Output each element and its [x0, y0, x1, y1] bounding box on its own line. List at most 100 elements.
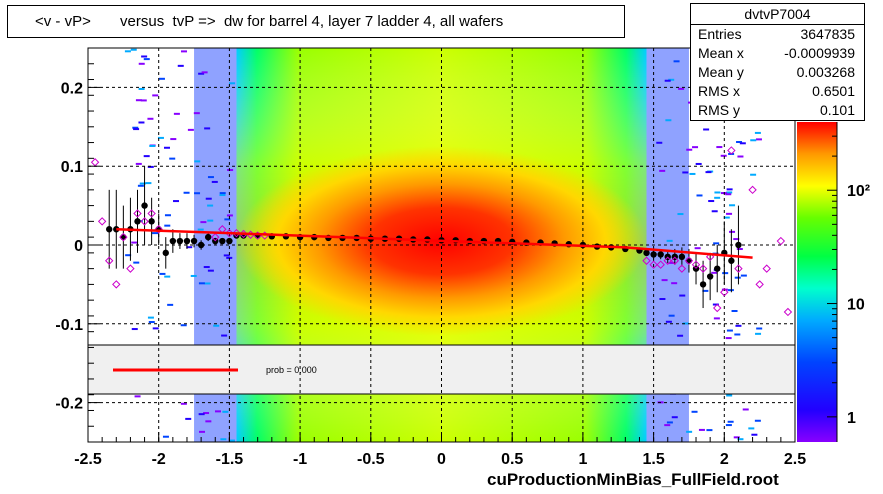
- heatmap-outlier: [180, 402, 187, 405]
- heatmap-outlier: [722, 272, 729, 275]
- colorbar-axis: 1 10 10²: [827, 122, 870, 442]
- profile-marker-open: [727, 146, 736, 155]
- heatmap-outlier: [703, 128, 710, 131]
- heatmap-outlier: [133, 261, 140, 264]
- y-tick-label: 0: [74, 238, 83, 255]
- heatmap-outlier: [173, 112, 180, 115]
- heatmap-outlier: [147, 316, 154, 319]
- heatmap-outlier: [224, 218, 231, 221]
- stats-label: Mean y: [698, 64, 744, 80]
- profile-point: [141, 202, 148, 209]
- colorbar-tick-label: 10²: [847, 183, 870, 200]
- profile-marker-open: [762, 264, 771, 273]
- heatmap-outlier: [197, 228, 204, 231]
- heatmap-outlier: [131, 328, 138, 331]
- x-tick-label: 1: [578, 451, 587, 468]
- heatmap-outlier: [665, 320, 672, 323]
- title-box: <v - vP> versus tvP => dw for barrel 4, …: [7, 5, 625, 38]
- heatmap-outlier: [193, 112, 200, 115]
- profile-point: [197, 241, 205, 249]
- profile-marker-open: [105, 256, 114, 265]
- heatmap-outlier: [733, 436, 740, 439]
- profile-point: [162, 249, 169, 257]
- profile-marker-open: [783, 307, 793, 317]
- heatmap-outlier: [754, 131, 761, 134]
- heatmap-outlier: [751, 433, 758, 436]
- chart-title: <v - vP> versus tvP => dw for barrel 4, …: [35, 13, 504, 30]
- profile-marker-open: [147, 209, 156, 218]
- stats-name: dvtvP7004: [691, 4, 864, 25]
- profile-point: [685, 257, 693, 264]
- heatmap-outlier: [131, 241, 138, 244]
- profile-marker-open: [698, 264, 708, 273]
- heatmap-outlier: [223, 254, 230, 257]
- y-tick-label: 0.2: [61, 80, 83, 97]
- heatmap-outlier: [664, 424, 671, 427]
- heatmap-outlier: [194, 192, 201, 195]
- heatmap-outlier: [138, 62, 145, 65]
- x-tick-label: -2: [152, 451, 166, 468]
- heatmap-outlier: [134, 395, 141, 398]
- profile-point: [714, 265, 721, 272]
- profile-marker-open: [649, 260, 658, 269]
- heatmap-outlier: [185, 417, 192, 420]
- heatmap-outlier: [124, 50, 131, 53]
- heatmap-outlier: [228, 439, 235, 442]
- profile-point: [134, 218, 141, 225]
- profile-point: [219, 237, 226, 245]
- profile-point: [728, 257, 735, 264]
- stats-row-mean-y: Mean y 0.003268: [691, 63, 864, 82]
- heatmap-outlier: [671, 282, 678, 285]
- profile-marker-open: [126, 264, 135, 273]
- heatmap-outlier: [686, 430, 693, 433]
- profile-point: [183, 237, 191, 245]
- heatmap-outlier: [203, 266, 210, 269]
- heatmap-outlier: [169, 157, 176, 160]
- heatmap-outlier: [698, 428, 705, 431]
- heatmap-outlier: [141, 55, 148, 58]
- stats-value: 0.6501: [812, 83, 855, 99]
- heatmap-outlier: [726, 191, 733, 194]
- heatmap-outlier: [200, 221, 207, 224]
- heatmap-outlier: [665, 119, 672, 122]
- profile-point: [706, 273, 714, 280]
- profile-marker-open: [211, 232, 220, 242]
- heatmap-outlier: [204, 282, 211, 285]
- heatmap-outlier: [140, 99, 147, 102]
- heatmap-outlier: [714, 196, 721, 199]
- heatmap-outlier: [705, 171, 712, 174]
- heatmap-outlier: [734, 333, 741, 336]
- heatmap-outlier: [145, 182, 152, 185]
- stats-box: dvtvP7004 Entries 3647835 Mean x -0.0009…: [690, 3, 865, 121]
- x-tick-label: -1.5: [216, 451, 244, 468]
- heatmap-outlier: [199, 430, 206, 433]
- heatmap-outlier: [137, 184, 144, 187]
- heatmap-outlier: [207, 269, 214, 272]
- y-tick-label: 0.1: [61, 159, 83, 176]
- profile-point: [699, 281, 707, 288]
- heatmap-outlier: [147, 165, 154, 168]
- x-tick-label: 0.5: [501, 451, 523, 468]
- heatmap-outlier: [198, 72, 205, 75]
- profile-marker-open: [713, 303, 722, 313]
- profile-point: [735, 241, 742, 249]
- heatmap-outlier: [694, 247, 701, 250]
- y-tick-label: -0.1: [55, 317, 83, 334]
- heatmap-outlier: [170, 138, 177, 141]
- heatmap-outlier: [149, 144, 156, 147]
- stats-label: Mean x: [698, 45, 744, 61]
- heatmap-outlier: [750, 173, 757, 176]
- profile-marker-open: [677, 264, 687, 273]
- heatmap-outlier: [737, 155, 744, 158]
- stats-row-mean-x: Mean x -0.0009939: [691, 44, 864, 63]
- heatmap-outlier: [152, 232, 159, 235]
- heatmap-outlier: [682, 322, 689, 325]
- heatmap-outlier: [708, 200, 715, 203]
- heatmap-outlier: [671, 416, 678, 419]
- x-tick-label: 0: [437, 451, 446, 468]
- heatmap-outlier: [183, 191, 190, 194]
- heatmap-outlier: [180, 324, 187, 327]
- heatmap-outlier: [702, 289, 709, 292]
- heatmap-outlier: [668, 78, 675, 81]
